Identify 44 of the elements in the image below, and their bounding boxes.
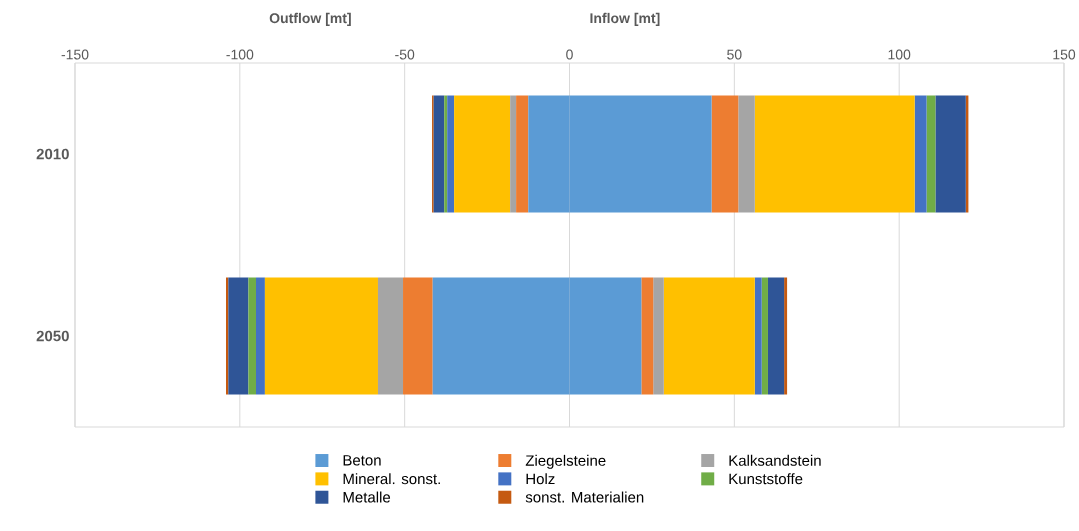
bar bbox=[433, 95, 445, 213]
bar bbox=[738, 95, 755, 213]
legend-label: Beton bbox=[343, 455, 381, 466]
bar bbox=[761, 277, 768, 395]
bar bbox=[444, 95, 448, 213]
legend-label: Ziegelsteine bbox=[525, 454, 606, 469]
bar bbox=[914, 95, 927, 213]
bar bbox=[516, 95, 529, 213]
legend-label: Holz bbox=[526, 473, 555, 485]
legend-label: Kalksandstein bbox=[729, 454, 821, 466]
bar bbox=[454, 95, 511, 213]
legend-label: sonst. Materialien bbox=[525, 491, 644, 503]
x-tick-label: 50 bbox=[727, 49, 742, 60]
bar bbox=[447, 95, 455, 213]
y-tick-label: 2050 bbox=[36, 330, 69, 342]
x-tick-label: 0 bbox=[566, 49, 573, 60]
bar bbox=[711, 95, 739, 213]
bar bbox=[663, 277, 755, 395]
bar bbox=[926, 95, 936, 213]
bar bbox=[377, 277, 404, 395]
bar bbox=[255, 277, 265, 395]
legend-label: Kunststoffe bbox=[729, 473, 803, 485]
bar bbox=[754, 277, 762, 395]
x-tick-label: -150 bbox=[61, 49, 89, 60]
bar bbox=[767, 277, 785, 395]
legend-label: Metalle bbox=[343, 491, 391, 503]
bar bbox=[248, 277, 256, 395]
legend-label: Mineral. sonst. bbox=[343, 473, 440, 485]
bar bbox=[784, 277, 788, 395]
bar bbox=[228, 277, 249, 395]
x-tick-label: 150 bbox=[1053, 49, 1076, 60]
x-tick-label: -100 bbox=[226, 49, 254, 60]
bar bbox=[510, 95, 517, 213]
bar bbox=[653, 277, 664, 395]
bar bbox=[641, 277, 654, 395]
bar bbox=[754, 95, 915, 213]
bar bbox=[264, 277, 378, 395]
bar bbox=[403, 277, 433, 395]
bar bbox=[935, 95, 966, 213]
x-tick-label: -50 bbox=[395, 49, 415, 60]
y-tick-label: 2010 bbox=[36, 148, 69, 160]
x-tick-label: 100 bbox=[888, 49, 911, 60]
text: Outflow [mt] bbox=[269, 12, 351, 26]
text: Inflow [mt] bbox=[590, 12, 660, 26]
